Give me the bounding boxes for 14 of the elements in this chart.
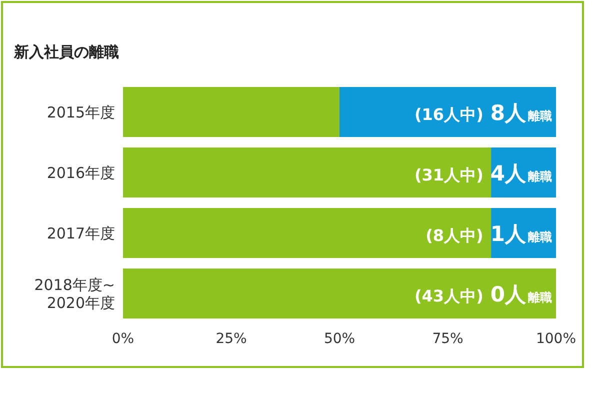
y-tick-label: 2018年度~ 2020年度 <box>34 276 115 312</box>
x-tick-label: 75% <box>432 331 464 347</box>
x-tick-label: 50% <box>324 331 356 347</box>
annotation: (31人中) 4人離職 <box>414 162 552 186</box>
y-tick-label: 2016年度 <box>46 164 115 182</box>
x-tick-label: 25% <box>216 331 247 347</box>
y-tick-label: 2017年度 <box>46 224 115 242</box>
annotation: (8人中) 1人離職 <box>426 222 552 246</box>
x-tick-label: 100% <box>536 331 576 347</box>
annotation: (43人中) 0人離職 <box>414 282 552 306</box>
y-tick-label: 2015年度 <box>46 103 115 122</box>
annotation: (16人中) 8人離職 <box>414 101 552 125</box>
x-tick-label: 0% <box>112 331 134 347</box>
chart-title: 新入社員の離職 <box>13 43 119 61</box>
